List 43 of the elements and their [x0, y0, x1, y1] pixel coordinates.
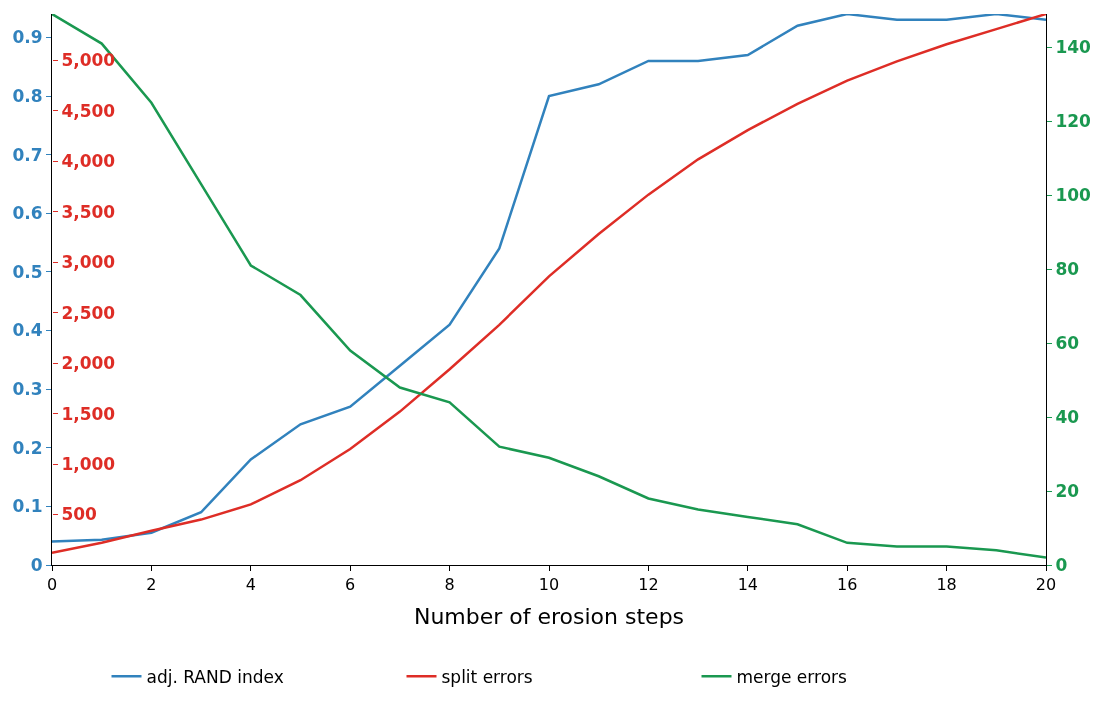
x-tick-label: 20: [1035, 575, 1057, 595]
y3-tick-label: 100: [1055, 185, 1092, 206]
y3-tick-label: 20: [1055, 480, 1080, 501]
y-tick-label: 0.2: [12, 437, 43, 458]
y-tick-label: 0.7: [12, 144, 43, 165]
y2-tick-label: 500: [61, 504, 98, 525]
y2-tick-label: 4,000: [61, 151, 116, 172]
y3-tick-label: 120: [1055, 111, 1092, 132]
y3-tick-label: 80: [1055, 259, 1080, 280]
y-tick-label: 0.3: [12, 379, 43, 400]
y3-tick-label: 40: [1055, 407, 1080, 428]
y-tick-label: 0.8: [12, 86, 43, 107]
y3-tick-label: 60: [1055, 333, 1080, 354]
y2-tick-label: 2,500: [61, 302, 116, 323]
x-tick-label: 8: [444, 575, 455, 595]
y-tick-label: 0.4: [12, 320, 43, 341]
x-tick-label: 2: [146, 575, 157, 595]
y2-tick-label: 1,500: [61, 403, 116, 424]
x-tick-label: 10: [538, 575, 560, 595]
y3-tick-label: 140: [1055, 37, 1092, 58]
y2-tick-label: 1,000: [61, 454, 116, 475]
x-tick-label: 14: [737, 575, 758, 595]
y2-tick-label: 2,000: [61, 353, 116, 374]
y2-tick-label: 3,000: [61, 252, 116, 273]
y-tick-label: 0.1: [12, 496, 43, 517]
y-tick-label: 0.5: [12, 261, 43, 282]
y2-tick-label: 4,500: [61, 100, 116, 121]
y-tick-label: 0.6: [12, 203, 43, 224]
legend-label: merge errors: [736, 666, 848, 687]
legend-label: adj. RAND index: [146, 666, 284, 687]
x-tick-label: 4: [245, 575, 256, 595]
y2-tick-label: 3,500: [61, 201, 116, 222]
x-axis-title: Number of erosion steps: [413, 604, 685, 630]
x-tick-label: 6: [345, 575, 356, 595]
legend-label: split errors: [441, 666, 533, 687]
x-tick-label: 16: [837, 575, 858, 595]
x-tick-label: 18: [936, 575, 957, 595]
y2-tick-label: 5,000: [61, 50, 116, 71]
x-tick-label: 12: [638, 575, 659, 595]
y-tick-label: 0: [30, 554, 43, 575]
y-tick-label: 0.9: [12, 27, 43, 48]
y3-tick-label: 0: [1055, 554, 1068, 575]
x-tick-label: 0: [46, 575, 58, 595]
